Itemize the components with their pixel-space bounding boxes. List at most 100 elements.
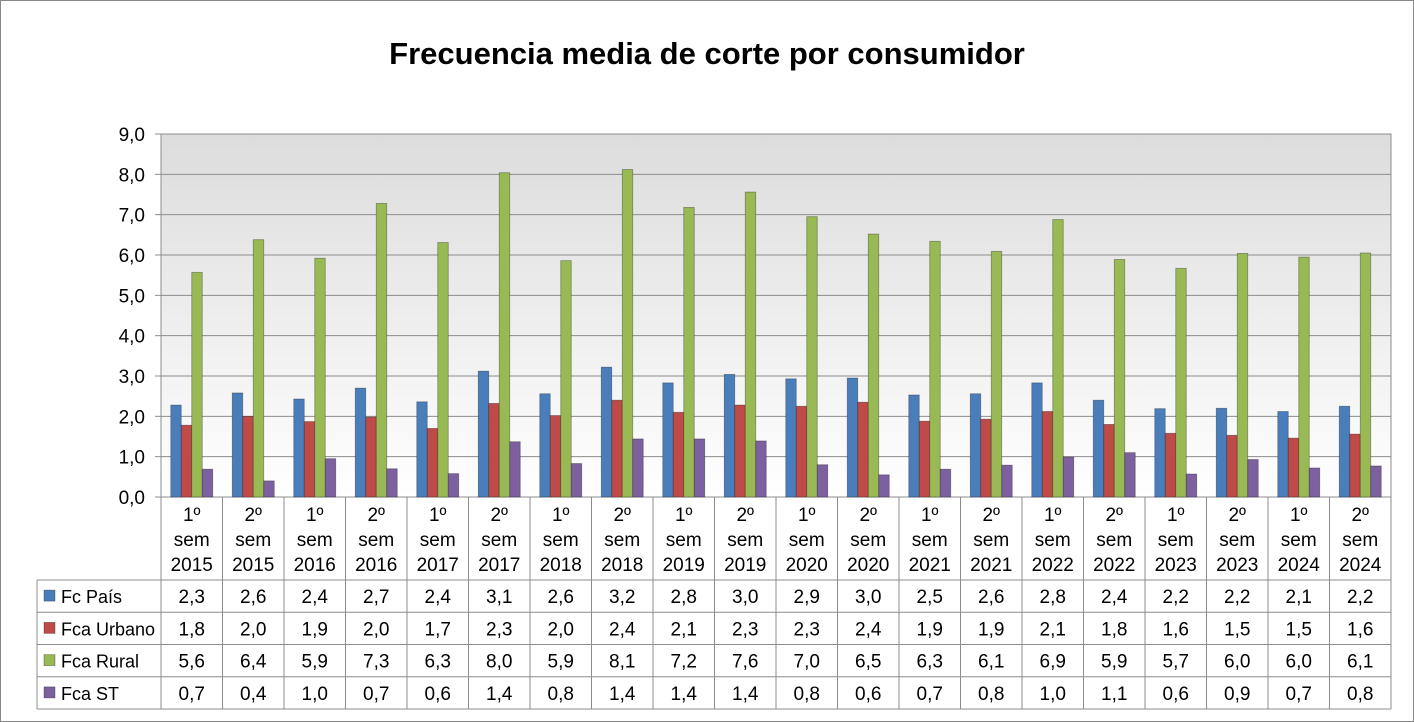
- bar: [416, 401, 428, 498]
- data-label: 6,3: [425, 652, 451, 673]
- bar: [293, 398, 305, 498]
- bar: [1175, 267, 1187, 498]
- data-label: 1,4: [671, 684, 698, 705]
- category-label: 2016: [355, 555, 397, 576]
- category-label: 1º: [921, 505, 939, 526]
- bar: [1287, 437, 1300, 498]
- bar: [1277, 411, 1289, 498]
- bar: [918, 420, 931, 498]
- bar: [990, 250, 1003, 498]
- data-label: 0,9: [1224, 684, 1250, 705]
- category-label: 2022: [1093, 555, 1135, 576]
- data-label: 2,0: [240, 619, 266, 640]
- category-label: 2021: [970, 555, 1012, 576]
- data-label: 3,1: [486, 587, 512, 608]
- bar: [549, 415, 562, 498]
- data-label: 6,1: [978, 652, 1004, 673]
- bar: [785, 378, 797, 498]
- y-tick-label: 7,0: [119, 206, 145, 227]
- data-label: 2,6: [978, 587, 1004, 608]
- data-label: 7,6: [732, 652, 758, 673]
- bar: [1215, 407, 1228, 498]
- category-label: 1º: [552, 505, 570, 526]
- data-label: 2,4: [855, 619, 882, 640]
- y-tick-label: 4,0: [119, 327, 145, 348]
- data-label: 0,6: [855, 684, 881, 705]
- bar: [672, 411, 685, 498]
- data-label: 2,5: [917, 587, 943, 608]
- data-label: 2,8: [1040, 587, 1066, 608]
- bar: [447, 473, 460, 498]
- category-label: 2020: [786, 555, 828, 576]
- bar: [1164, 432, 1177, 498]
- y-tick-label: 0,0: [119, 488, 145, 509]
- bar: [969, 393, 982, 498]
- bar: [231, 392, 244, 498]
- category-label: 2º: [982, 505, 1000, 526]
- bar: [1041, 411, 1054, 498]
- bar: [1154, 408, 1166, 498]
- data-label: 2,3: [732, 619, 758, 640]
- y-tick-label: 6,0: [119, 246, 145, 267]
- data-label: 0,8: [794, 684, 820, 705]
- bar: [806, 216, 818, 498]
- category-label: 2º: [1351, 505, 1369, 526]
- data-label: 0,4: [240, 684, 267, 705]
- category-label: sem: [1219, 530, 1255, 551]
- data-label: 5,9: [302, 652, 328, 673]
- data-label: 0,8: [1347, 684, 1373, 705]
- category-label: 2º: [859, 505, 877, 526]
- data-label: 1,9: [917, 619, 943, 640]
- bar: [488, 403, 500, 498]
- bar: [509, 441, 521, 498]
- data-label: 2,3: [794, 619, 820, 640]
- category-label: 1º: [1290, 505, 1308, 526]
- data-label: 1,1: [1101, 684, 1127, 705]
- legend-swatch: [43, 654, 56, 667]
- bar: [621, 169, 634, 498]
- category-label: 2020: [847, 555, 889, 576]
- y-tick-label: 8,0: [119, 165, 145, 186]
- bar: [723, 373, 736, 498]
- category-label: sem: [1096, 530, 1132, 551]
- category-label: 2016: [294, 555, 336, 576]
- category-label: 2024: [1339, 555, 1382, 576]
- bar: [354, 387, 367, 498]
- data-label: 2,0: [363, 619, 389, 640]
- category-label: sem: [1281, 530, 1317, 551]
- category-label: 1º: [183, 505, 201, 526]
- category-label: 1º: [1167, 505, 1185, 526]
- data-label: 2,3: [179, 587, 205, 608]
- category-label: 2017: [478, 555, 520, 576]
- data-label: 8,0: [486, 652, 512, 673]
- data-label: 0,7: [179, 684, 205, 705]
- data-label: 1,0: [1040, 684, 1066, 705]
- bar: [263, 480, 275, 498]
- category-label: 1º: [306, 505, 324, 526]
- category-label: 2º: [1105, 505, 1123, 526]
- category-label: sem: [358, 530, 394, 551]
- legend-label: Fca ST: [61, 684, 119, 704]
- bar: [242, 415, 254, 498]
- data-label: 2,0: [548, 619, 574, 640]
- data-label: 0,8: [978, 684, 1004, 705]
- bar: [437, 242, 449, 498]
- category-label: sem: [604, 530, 640, 551]
- data-label: 1,7: [425, 619, 451, 640]
- category-label: 2022: [1032, 555, 1074, 576]
- data-label: 3,0: [855, 587, 881, 608]
- data-label: 0,7: [917, 684, 943, 705]
- category-label: sem: [666, 530, 702, 551]
- category-label: sem: [235, 530, 271, 551]
- data-label: 6,3: [917, 652, 943, 673]
- category-label: 2º: [490, 505, 508, 526]
- bar: [1092, 399, 1105, 498]
- bar: [477, 370, 490, 498]
- data-label: 2,4: [425, 587, 452, 608]
- category-label: 1º: [675, 505, 693, 526]
- bar: [632, 438, 644, 498]
- data-label: 1,0: [302, 684, 328, 705]
- bar: [314, 257, 326, 498]
- category-label: 2023: [1155, 555, 1197, 576]
- data-label: 0,7: [1286, 684, 1312, 705]
